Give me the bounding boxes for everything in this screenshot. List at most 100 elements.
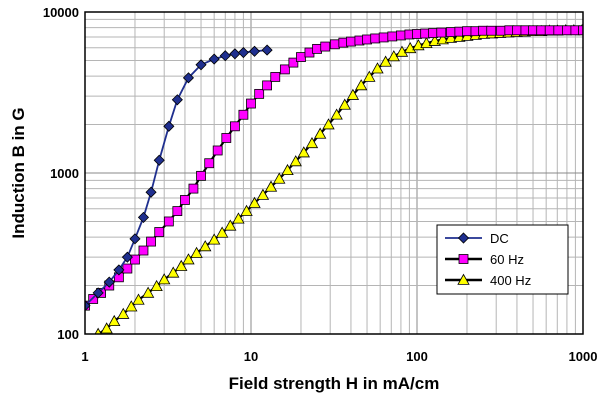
data-point: [182, 253, 195, 265]
data-point: [190, 246, 203, 258]
data-point: [199, 240, 212, 252]
x-tick-label: 100: [406, 349, 428, 364]
x-tick-label: 1000: [569, 349, 598, 364]
data-point: [478, 25, 488, 36]
data-point: [486, 25, 497, 36]
y-tick-label: 1000: [50, 166, 79, 181]
data-point: [387, 31, 398, 42]
data-point: [362, 34, 372, 45]
data-point: [237, 46, 249, 59]
data-point: [171, 94, 183, 106]
x-tick-label: 1: [81, 349, 88, 364]
data-point: [363, 70, 376, 82]
legend-item: DC: [445, 231, 509, 246]
data-point: [338, 98, 351, 110]
plot-frame: [84, 11, 584, 335]
data-point: [354, 79, 368, 91]
data-point: [322, 118, 335, 130]
data-point: [163, 216, 174, 227]
data-point: [188, 183, 199, 194]
data-point: [346, 36, 356, 47]
data-point: [346, 88, 360, 100]
y-tick-label: 10000: [43, 5, 79, 20]
data-point: [108, 314, 121, 327]
legend-label: 60 Hz: [490, 252, 524, 267]
data-point: [279, 64, 290, 75]
data-point: [444, 31, 458, 43]
x-axis-title: Field strength H in mA/cm: [229, 374, 440, 393]
data-point: [412, 29, 422, 39]
data-point: [553, 25, 564, 36]
data-point: [445, 27, 456, 38]
y-axis-title: Induction B in G: [9, 107, 28, 238]
data-point: [240, 204, 253, 216]
data-point: [154, 227, 165, 237]
data-point: [371, 62, 384, 74]
data-point: [167, 266, 180, 278]
data-point: [117, 307, 130, 319]
data-point: [281, 163, 294, 176]
legend-items: DC 60 Hz 400 Hz: [445, 231, 531, 288]
series-dc: [85, 44, 273, 312]
data-point: [261, 44, 273, 56]
data-point: [196, 170, 206, 181]
data-point: [329, 39, 340, 50]
data-point: [370, 33, 381, 44]
data-point: [378, 32, 389, 43]
data-point: [379, 55, 392, 67]
data-point: [219, 50, 231, 62]
data-point: [125, 300, 138, 312]
data-point: [305, 136, 319, 149]
data-point: [312, 43, 322, 54]
data-point: [212, 145, 223, 156]
data-point: [256, 188, 270, 200]
data-point: [122, 263, 133, 274]
data-point: [288, 57, 299, 68]
legend-marker: [457, 273, 470, 285]
data-point: [462, 26, 472, 37]
data-point: [436, 27, 447, 38]
data-point: [232, 212, 245, 224]
data-point: [175, 259, 188, 271]
data-point: [182, 72, 195, 84]
data-point: [262, 80, 272, 91]
legend-marker: [457, 232, 470, 244]
x-tick-labels: 1 10 100 1000: [81, 349, 597, 364]
data-point: [224, 219, 237, 231]
data-point: [296, 52, 306, 62]
data-point: [153, 154, 165, 166]
data-point: [121, 251, 133, 263]
data-point: [273, 172, 286, 184]
data-point: [141, 286, 155, 298]
data-point: [204, 158, 215, 169]
data-point: [254, 88, 265, 99]
data-point: [132, 293, 145, 305]
data-point: [221, 133, 232, 143]
legend-marker: [458, 254, 469, 264]
data-point: [428, 28, 438, 38]
data-point: [158, 273, 171, 285]
series-60-hz: [85, 25, 583, 311]
data-point: [138, 245, 149, 256]
data-point: [195, 59, 207, 71]
data-point: [248, 45, 261, 57]
data-point: [215, 226, 229, 238]
data-point: [100, 322, 113, 334]
legend: DC 60 Hz 400 Hz: [436, 224, 569, 295]
x-tick-label: 10: [244, 349, 258, 364]
data-point: [230, 121, 240, 132]
data-point: [297, 146, 310, 158]
data-point: [85, 300, 91, 312]
data-point: [512, 25, 522, 36]
data-point: [313, 127, 327, 139]
data-point: [536, 25, 547, 36]
data-point: [246, 98, 256, 109]
data-point: [88, 294, 99, 304]
data-point: [103, 276, 115, 288]
data-point: [113, 264, 125, 276]
data-point: [238, 109, 249, 120]
data-point: [172, 206, 183, 216]
data-point: [146, 236, 156, 247]
